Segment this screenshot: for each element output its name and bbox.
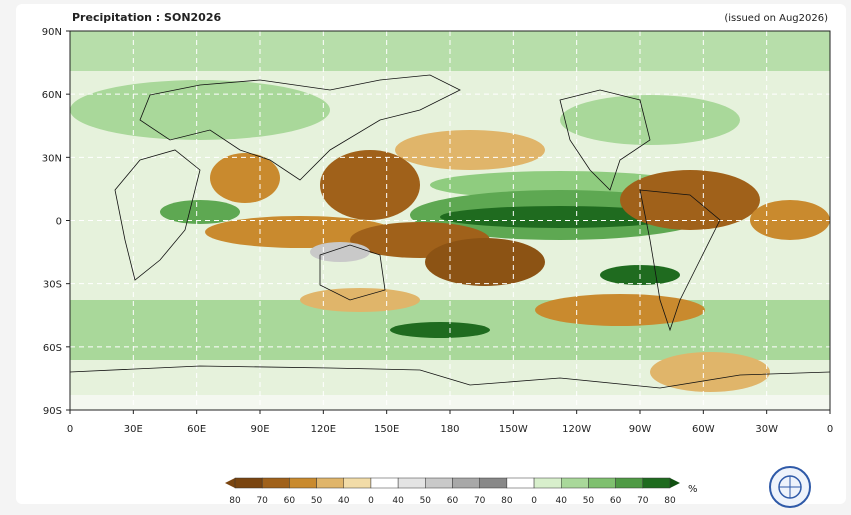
lat-label: 30N: [42, 153, 62, 164]
lat-label: 60S: [43, 343, 62, 354]
colorbar-box: [261, 477, 290, 489]
colorbar-box: [234, 477, 263, 489]
lat-label: 0: [56, 217, 62, 228]
colorbar-box: [316, 477, 344, 489]
colorbar-box: [615, 477, 644, 489]
colorbar-box: [642, 477, 671, 489]
lat-label: 90N: [42, 27, 62, 38]
colorbar-label: 80: [501, 496, 513, 506]
colorbar-box: [479, 477, 508, 489]
colorbar-box: [561, 477, 589, 489]
colorbar-label: 50: [420, 496, 432, 506]
lon-label: 0: [67, 424, 73, 435]
lon-label: 90E: [250, 424, 269, 435]
colorbar-label: 0: [531, 496, 537, 506]
lon-label: 30E: [124, 424, 143, 435]
colorbar-label: 60: [610, 496, 622, 506]
colorbar-label: 60: [447, 496, 459, 506]
colorbar-label: 70: [474, 496, 486, 506]
map-title: Precipitation : SON2026: [72, 11, 221, 24]
lon-label: 0: [827, 424, 833, 435]
lat-label: 60N: [42, 90, 62, 101]
colorbar-box: [506, 477, 535, 489]
lon-label: 150W: [499, 424, 528, 435]
colorbar-label: 50: [311, 496, 323, 506]
colorbar: 80 70 60 50 40 0 40 50 60 70 80 0 40 50 60 70 80: [225, 477, 680, 506]
colorbar-label: 80: [664, 496, 676, 506]
colorbar-label: 80: [229, 496, 241, 506]
colorbar-box: [533, 477, 562, 489]
colorbar-box: [588, 477, 616, 489]
colorbar-box: [425, 477, 453, 489]
colorbar-label: 40: [392, 496, 404, 506]
colorbar-label: 70: [637, 496, 649, 506]
colorbar-box: [289, 477, 317, 489]
colorbar-label: 50: [583, 496, 595, 506]
lon-label: 60W: [692, 424, 715, 435]
colorbar-label: 0: [368, 496, 374, 506]
lon-label: 30W: [755, 424, 778, 435]
colorbar-label: 60: [284, 496, 296, 506]
colorbar-box: [343, 477, 372, 489]
colorbar-label: 40: [338, 496, 350, 506]
map: [69, 30, 831, 411]
lon-label: 120E: [311, 424, 336, 435]
colorbar-label: 40: [556, 496, 568, 506]
lon-label: 90W: [629, 424, 652, 435]
lat-label: 30S: [43, 280, 62, 291]
issued-label: (issued on Aug2026): [724, 13, 828, 24]
lon-label: 120W: [562, 424, 591, 435]
lon-label: 60E: [187, 424, 206, 435]
colorbar-box: [397, 477, 426, 489]
lat-label: 90S: [43, 406, 62, 417]
colorbar-label: 70: [256, 496, 268, 506]
colorbar-unit: %: [688, 484, 698, 495]
colorbar-box: [370, 477, 399, 489]
colorbar-box: [452, 477, 480, 489]
logo: [769, 466, 811, 508]
lon-label: 180: [440, 424, 459, 435]
lon-label: 150E: [374, 424, 399, 435]
